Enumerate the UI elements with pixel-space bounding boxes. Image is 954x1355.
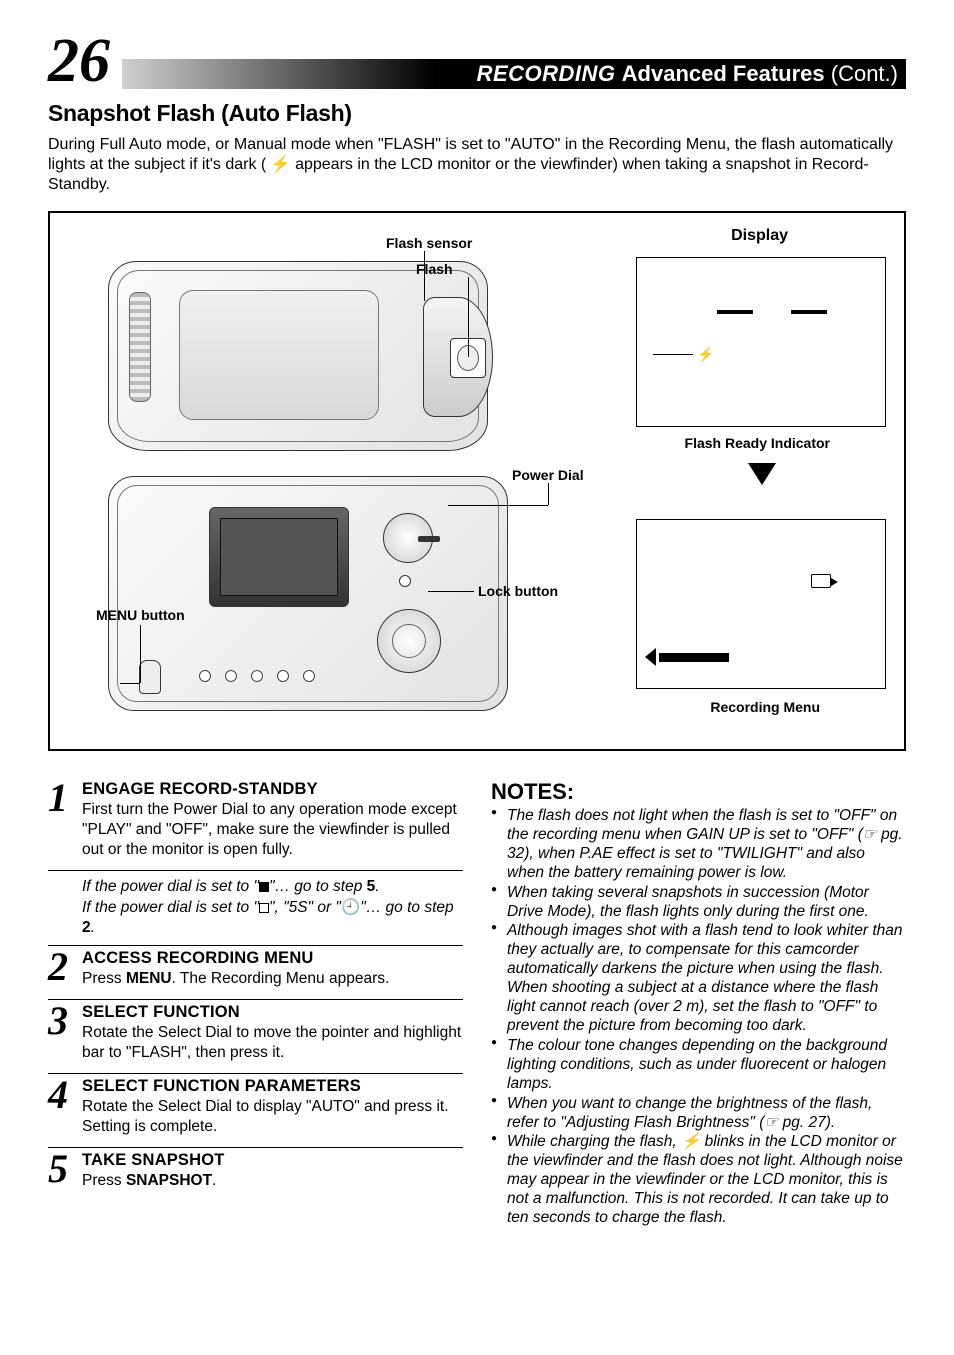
step-title: TAKE SNAPSHOT: [82, 1151, 225, 1169]
select-dial-icon: [377, 609, 441, 673]
camera-bottom-illustration: [108, 476, 508, 711]
camera-button-row: [199, 670, 359, 684]
header-sub: Advanced Features: [622, 61, 825, 86]
section-title: Snapshot Flash (Auto Flash): [48, 100, 906, 127]
lead-line: [653, 354, 693, 355]
step-title: ENGAGE RECORD-STANDBY: [82, 780, 318, 798]
instruction-columns: 1 ENGAGE RECORD-STANDBY First turn the P…: [48, 779, 906, 1229]
step-1: 1 ENGAGE RECORD-STANDBY First turn the P…: [48, 779, 463, 866]
cond-text: If the power dial is set to ": [82, 878, 259, 895]
step-number: 3: [48, 1002, 82, 1069]
step-body-pre: Press: [82, 970, 126, 987]
camera-lens-hood: [423, 297, 493, 417]
lead-line: [468, 277, 469, 357]
manual-page: 26 RECORDING Advanced Features (Cont.) S…: [0, 0, 954, 1269]
label-flash-ready: Flash Ready Indicator: [685, 435, 830, 451]
section-header-bar: RECORDING Advanced Features (Cont.): [122, 59, 906, 89]
label-recording-menu: Recording Menu: [710, 699, 820, 715]
down-arrow-icon: [748, 463, 776, 485]
note-item: When taking several snapshots in success…: [491, 884, 906, 922]
step-number: 5: [48, 1150, 82, 1197]
step-2: 2 ACCESS RECORDING MENU Press MENU. The …: [48, 945, 463, 995]
display-screen-1: ⚡: [636, 257, 886, 427]
step-title: SELECT FUNCTION: [82, 1003, 240, 1021]
diagram-box: Flash sensor Flash Power Dial Lo: [48, 211, 906, 751]
label-menu-button: MENU button: [96, 607, 185, 623]
note-item: While charging the flash, ⚡ blinks in th…: [491, 1133, 906, 1228]
flash-bolt-icon: ⚡: [697, 346, 714, 363]
camera-mode-icon: [811, 574, 831, 588]
label-power-dial: Power Dial: [512, 467, 584, 483]
menu-bar-icon: [659, 653, 729, 662]
note-item: The flash does not light when the flash …: [491, 807, 906, 883]
step-body: Rotate the Select Dial to move the point…: [82, 1024, 461, 1061]
step-body-bold: MENU: [126, 970, 172, 987]
cond-text: ", "5S" or ": [269, 899, 341, 916]
lead-line: [140, 625, 141, 683]
notes-column: NOTES: The flash does not light when the…: [491, 779, 906, 1229]
camera-grip: [129, 292, 151, 402]
step-body-pre: Press: [82, 1172, 126, 1189]
square-outline-icon: [259, 903, 269, 913]
menu-arrow-icon: [645, 648, 656, 666]
step-ref: 5: [367, 878, 376, 895]
page-number: 26: [48, 30, 110, 92]
step-body-post: .: [212, 1172, 216, 1189]
lock-button-icon: [399, 575, 411, 587]
display-screen-2: [636, 519, 886, 689]
step-body-bold: SNAPSHOT: [126, 1172, 212, 1189]
step-body: First turn the Power Dial to any operati…: [82, 801, 457, 858]
step-number: 2: [48, 948, 82, 995]
note-item: The colour tone changes depending on the…: [491, 1037, 906, 1094]
power-dial-icon: [383, 513, 433, 563]
lead-line: [548, 483, 549, 505]
intro-paragraph: During Full Auto mode, or Manual mode wh…: [48, 135, 906, 195]
step-body-post: . The Recording Menu appears.: [172, 970, 390, 987]
display-bar-icon: [791, 310, 827, 314]
camera-top-illustration: [108, 261, 488, 451]
note-item: Although images shot with a flash tend t…: [491, 922, 906, 1035]
label-lock-button: Lock button: [478, 583, 558, 599]
steps-column: 1 ENGAGE RECORD-STANDBY First turn the P…: [48, 779, 463, 1229]
camera-screen: [209, 507, 349, 607]
step-number: 4: [48, 1076, 82, 1143]
step-title: SELECT FUNCTION PARAMETERS: [82, 1077, 361, 1095]
step-3: 3 SELECT FUNCTION Rotate the Select Dial…: [48, 999, 463, 1069]
step-body: Rotate the Select Dial to display "AUTO"…: [82, 1098, 449, 1135]
square-filled-icon: [259, 882, 269, 892]
note-item: When you want to change the brightness o…: [491, 1095, 906, 1133]
condition-block: If the power dial is set to " "… go to st…: [48, 870, 463, 946]
lead-line: [428, 591, 474, 592]
step-4: 4 SELECT FUNCTION PARAMETERS Rotate the …: [48, 1073, 463, 1143]
cond-text: If the power dial is set to ": [82, 899, 259, 916]
cond-text: "… go to step: [269, 878, 367, 895]
label-flash: Flash: [416, 261, 453, 277]
menu-button-icon: [139, 660, 161, 694]
display-bar-icon: [717, 310, 753, 314]
step-ref: 2: [82, 919, 91, 936]
cond-text: "… go to step: [360, 899, 453, 916]
header-cont: (Cont.): [831, 61, 898, 86]
step-number: 1: [48, 779, 82, 866]
lead-line: [448, 505, 548, 506]
camera-body-panel: [179, 290, 379, 420]
page-header: 26 RECORDING Advanced Features (Cont.): [48, 30, 906, 92]
notes-list: The flash does not light when the flash …: [491, 807, 906, 1228]
label-display: Display: [731, 227, 788, 245]
step-title: ACCESS RECORDING MENU: [82, 949, 314, 967]
step-5: 5 TAKE SNAPSHOT Press SNAPSHOT.: [48, 1147, 463, 1197]
label-flash-sensor: Flash sensor: [386, 235, 472, 251]
notes-title: NOTES:: [491, 779, 906, 805]
header-main: RECORDING: [477, 61, 616, 86]
timer-icon: 🕘: [341, 899, 360, 916]
lead-line: [120, 683, 140, 684]
